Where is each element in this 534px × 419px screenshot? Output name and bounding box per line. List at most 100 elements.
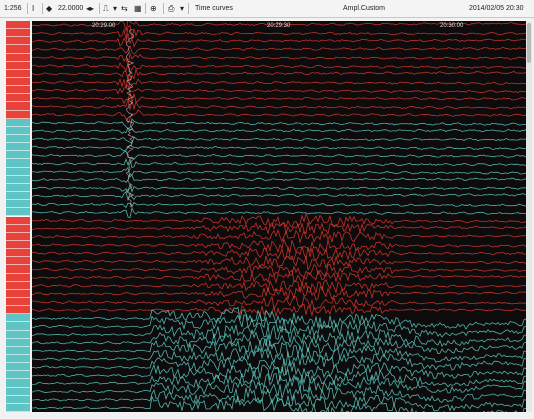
chevron-down-icon[interactable]: ▾ xyxy=(180,4,185,13)
channel-label[interactable] xyxy=(6,216,30,225)
channel-label[interactable] xyxy=(6,37,30,46)
scrollbar-thumb[interactable] xyxy=(527,23,531,63)
signal-trace xyxy=(32,362,526,388)
channel-label[interactable] xyxy=(6,289,30,298)
signal-trace xyxy=(32,166,526,178)
channel-label[interactable] xyxy=(6,21,30,30)
channel-label[interactable] xyxy=(6,45,30,54)
print-icon[interactable]: ⎙ xyxy=(168,4,175,13)
channel-label[interactable] xyxy=(6,403,30,412)
channel-label[interactable] xyxy=(6,118,30,127)
signal-trace xyxy=(32,329,526,355)
channel-label[interactable] xyxy=(6,200,30,209)
filter-icon[interactable]: ⎍ xyxy=(103,4,109,13)
signal-trace xyxy=(32,33,526,48)
channel-label[interactable] xyxy=(6,330,30,339)
grid-icon[interactable]: ▦ xyxy=(134,4,142,13)
channel-label[interactable] xyxy=(6,314,30,323)
channel-label[interactable] xyxy=(6,224,30,233)
channel-label[interactable] xyxy=(6,69,30,79)
channel-label[interactable] xyxy=(6,338,30,347)
signal-trace xyxy=(32,109,526,124)
time-scale-icon[interactable]: ◆ xyxy=(46,4,53,13)
chevron-down-icon[interactable]: ▾ xyxy=(113,4,118,13)
channel-label[interactable] xyxy=(6,281,30,290)
signal-trace xyxy=(32,99,526,111)
signal-trace xyxy=(32,62,526,76)
signal-trace xyxy=(32,237,526,254)
signal-trace xyxy=(32,67,526,82)
signal-trace xyxy=(32,322,526,348)
montage-selector[interactable]: Ampl.Custom xyxy=(343,5,386,12)
signal-trace xyxy=(32,279,526,295)
signal-trace xyxy=(32,191,526,202)
montage-icon[interactable]: ⇆ xyxy=(121,4,128,13)
channel-label[interactable] xyxy=(6,175,30,184)
channel-label[interactable] xyxy=(6,273,30,282)
signal-plot[interactable]: 20:29:00 20:29:30 20:30:00 xyxy=(32,21,526,412)
toolbar-separator xyxy=(42,3,43,14)
toolbar-separator xyxy=(145,3,146,14)
channel-label[interactable] xyxy=(6,135,30,144)
channel-label[interactable] xyxy=(6,395,30,404)
signal-trace xyxy=(32,269,526,286)
signal-trace xyxy=(32,201,526,209)
channel-label[interactable] xyxy=(6,232,30,241)
signal-trace xyxy=(32,263,526,278)
marker-icon[interactable]: ⊕ xyxy=(150,4,157,13)
channel-label[interactable] xyxy=(6,208,30,217)
toolbar: 1:256 I ◆ 22.0000 ◂▸ ⎍ ▾ ⇆ ▦ ⊕ ⎙ ▾ Time … xyxy=(0,0,534,18)
channel-label[interactable] xyxy=(6,29,30,38)
signal-trace xyxy=(32,312,526,338)
channel-label[interactable] xyxy=(6,94,30,103)
channel-label[interactable] xyxy=(6,322,30,331)
channel-label[interactable] xyxy=(6,379,30,388)
signal-trace xyxy=(32,347,526,371)
channel-label[interactable] xyxy=(6,183,30,193)
channel-label[interactable] xyxy=(6,86,30,95)
amplitude-icon[interactable]: I xyxy=(32,4,35,13)
channel-label[interactable] xyxy=(6,265,30,274)
channel-label[interactable] xyxy=(6,297,30,307)
channel-label[interactable] xyxy=(6,102,30,111)
scale-selector[interactable]: 1:256 xyxy=(4,5,22,12)
signal-trace xyxy=(32,52,526,66)
channel-label[interactable] xyxy=(6,306,30,315)
signal-trace xyxy=(32,357,526,379)
signal-trace xyxy=(32,285,526,301)
channel-label[interactable] xyxy=(6,110,30,119)
step-arrows-icon[interactable]: ◂▸ xyxy=(86,4,95,13)
vertical-scrollbar[interactable] xyxy=(526,21,532,412)
signal-trace xyxy=(32,144,526,152)
channel-label[interactable] xyxy=(6,257,30,266)
signal-trace xyxy=(32,157,526,169)
channel-label[interactable] xyxy=(6,167,30,176)
channel-label[interactable] xyxy=(6,249,30,258)
signal-trace xyxy=(32,246,526,261)
channel-label[interactable] xyxy=(6,354,30,364)
channel-label[interactable] xyxy=(6,126,30,136)
signal-trace xyxy=(32,74,526,90)
recording-datetime: 2014/02/05 20:30 xyxy=(469,5,524,12)
channel-label[interactable] xyxy=(6,192,30,201)
signal-trace xyxy=(32,183,526,194)
channel-label[interactable] xyxy=(6,53,30,62)
spike-artifact xyxy=(125,28,135,208)
time-label: 20:29:00 xyxy=(92,23,116,29)
signal-trace xyxy=(32,370,526,394)
signal-trace xyxy=(32,21,526,32)
channel-label[interactable] xyxy=(6,143,30,152)
gain-value[interactable]: 22.0000 xyxy=(58,5,84,12)
view-mode-selector[interactable]: Time curves xyxy=(195,5,233,12)
channel-label[interactable] xyxy=(6,371,30,380)
channel-label[interactable] xyxy=(6,363,30,372)
channel-label[interactable] xyxy=(6,151,30,160)
channel-label[interactable] xyxy=(6,61,30,70)
channel-label[interactable] xyxy=(6,240,30,250)
toolbar-separator xyxy=(188,3,189,14)
channel-label[interactable] xyxy=(6,159,30,168)
channel-label[interactable] xyxy=(6,346,30,355)
signal-trace xyxy=(32,386,526,412)
channel-label[interactable] xyxy=(6,387,30,396)
channel-label[interactable] xyxy=(6,78,30,87)
